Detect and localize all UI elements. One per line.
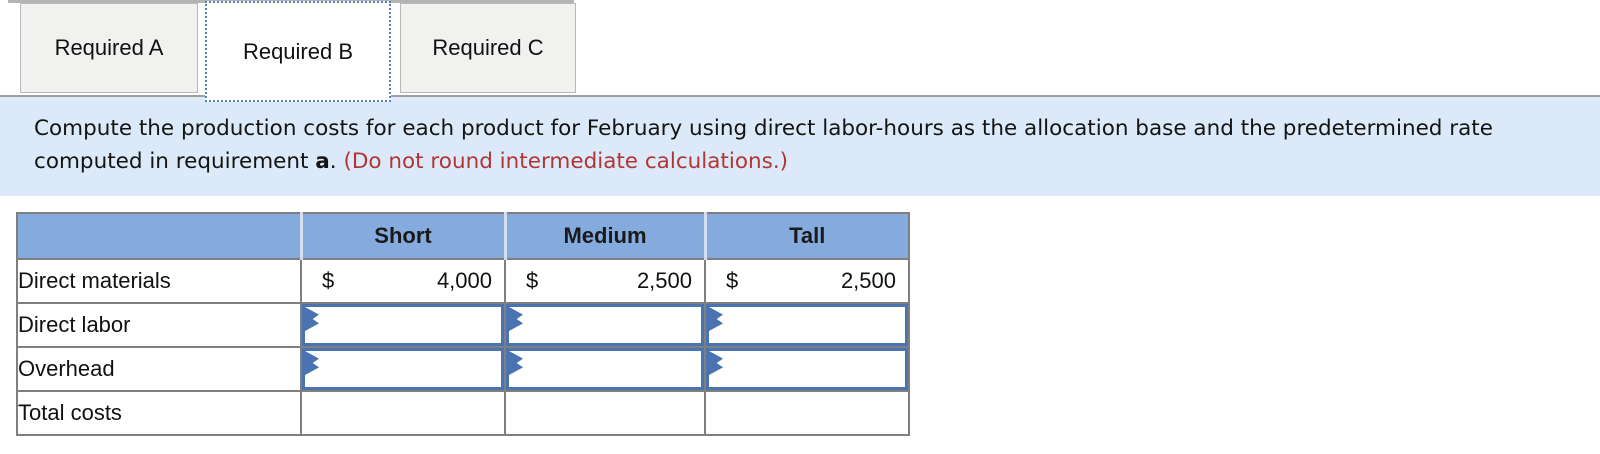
instruction-banner: Compute the production costs for each pr… [0,95,1600,196]
instruction-text: Compute the production costs for each pr… [34,112,1539,178]
header-cell-medium: Medium [503,212,706,260]
input-cell-direct-labor-medium[interactable] [504,302,706,348]
input-cell-overhead-tall[interactable] [704,346,910,392]
amount-value: 2,500 [636,268,692,293]
amount-value: 4,000 [436,268,492,293]
instruction-bold-letter: a [315,149,330,174]
tab-required-a[interactable]: Required A [20,3,198,93]
input-cell-overhead-medium[interactable] [504,346,706,392]
header-cell-tall: Tall [703,212,910,260]
row-label-direct-materials: Direct materials [16,258,302,304]
answer-flag-icon [709,351,723,375]
answer-flag-icon [305,351,319,375]
instruction-main-text: Compute the production costs for each pr… [34,116,1493,174]
instruction-warning-text: (Do not round intermediate calculations.… [343,149,789,174]
header-cell-empty [16,212,302,260]
input-cell-direct-labor-tall[interactable] [704,302,910,348]
row-total-costs: Total costs [16,390,910,436]
table-header-row: Short Medium Tall [16,212,910,260]
direct-materials-tall-cell: $ 2,500 [704,258,910,304]
input-cell-direct-labor-short[interactable] [300,302,506,348]
direct-materials-short-cell: $ 4,000 [300,258,506,304]
row-label-overhead: Overhead [16,346,302,392]
answer-flag-icon [709,307,723,331]
answer-flag-icon [509,351,523,375]
row-direct-materials: Direct materials $ 4,000 $ 2,500 $ 2,500 [16,258,910,304]
production-costs-table: Short Medium Tall Direct materials $ 4,0… [16,212,910,436]
input-cell-overhead-short[interactable] [300,346,506,392]
total-cell-tall [704,390,910,436]
row-label-total-costs: Total costs [16,390,302,436]
header-cell-short: Short [299,212,506,260]
currency-symbol: $ [526,268,539,293]
answer-flag-icon [509,307,523,331]
total-cell-short [300,390,506,436]
tab-required-b[interactable]: Required B [205,1,391,102]
direct-materials-medium-cell: $ 2,500 [504,258,706,304]
answer-flag-icon [305,307,319,331]
instruction-separator: . [329,149,344,174]
row-overhead: Overhead [16,346,910,392]
requirement-tabbar: Required A Required B Required C [0,0,1600,102]
total-cell-medium [504,390,706,436]
row-direct-labor: Direct labor [16,302,910,348]
amount-value: 2,500 [840,268,896,293]
row-label-direct-labor: Direct labor [16,302,302,348]
tab-required-c[interactable]: Required C [400,3,576,93]
currency-symbol: $ [322,268,335,293]
currency-symbol: $ [726,268,739,293]
